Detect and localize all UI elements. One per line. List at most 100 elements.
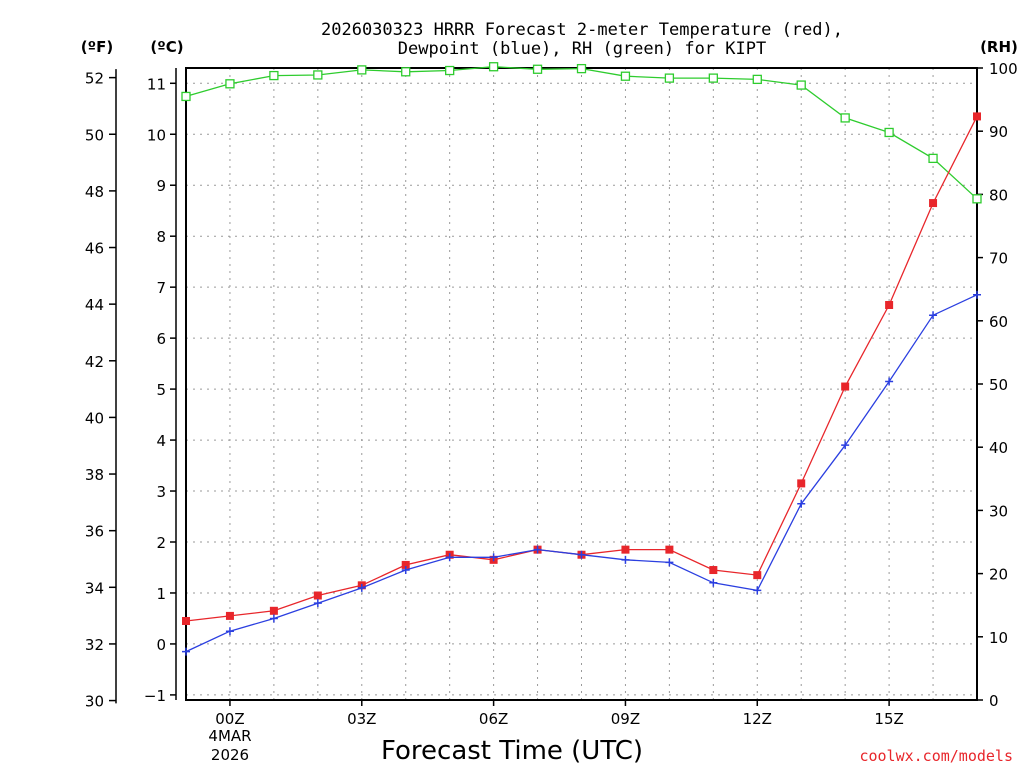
dewpoint-point <box>182 647 190 656</box>
rh-tick-label: 90 <box>989 123 1008 141</box>
temperature-point <box>269 606 278 615</box>
rh-point <box>708 73 718 83</box>
celsius-tick-label: 6 <box>156 330 166 348</box>
rh-point <box>928 153 938 164</box>
rh-point <box>620 71 631 81</box>
rh-point <box>576 63 587 74</box>
dewpoint-point <box>401 566 410 575</box>
celsius-tick-label: 11 <box>147 75 166 93</box>
fahrenheit-tick-label: 34 <box>85 579 104 597</box>
dewpoint-point <box>357 583 366 592</box>
grid-layer <box>186 68 977 700</box>
date-label-year: 2026 <box>211 746 249 764</box>
fahrenheit-tick-label: 40 <box>85 409 104 427</box>
rh-tick-label: 30 <box>989 502 1008 520</box>
celsius-tick-label: 0 <box>156 636 166 654</box>
temperature-point <box>929 199 938 208</box>
celsius-tick-label: 7 <box>156 279 166 297</box>
rh-tick-label: 20 <box>989 566 1008 584</box>
temperature-point <box>313 591 322 600</box>
rh-point <box>532 64 543 74</box>
x-tick-label: 09Z <box>611 710 640 728</box>
rh-point <box>401 67 411 77</box>
temperature-point <box>621 545 630 554</box>
temperature-point <box>885 301 894 309</box>
celsius-tick-label: 2 <box>156 534 166 552</box>
temperature-point <box>709 566 718 575</box>
celsius-tick-label: 1 <box>156 585 166 603</box>
rh-point <box>181 91 191 102</box>
temperature-point <box>797 479 806 488</box>
rh-point <box>752 74 762 85</box>
dewpoint-point <box>709 578 718 587</box>
celsius-tick-label: 3 <box>156 483 166 501</box>
series-layer <box>181 62 982 656</box>
axes-layer: 303234363840424446485052−101234567891011… <box>85 60 1018 728</box>
dewpoint-point <box>885 377 894 386</box>
celsius-tick-label: 10 <box>147 126 166 144</box>
dewpoint-point <box>621 555 630 564</box>
dewpoint-point <box>313 599 322 608</box>
chart-title-line-2: Dewpoint (blue), RH (green) for KIPT <box>398 39 766 59</box>
credit-label: coolwx.com/models <box>859 747 1013 765</box>
rh-point <box>357 65 367 75</box>
fahrenheit-tick-label: 46 <box>85 240 104 258</box>
celsius-tick-label: 5 <box>156 381 166 399</box>
rh-point <box>796 80 806 90</box>
rh-point <box>664 73 675 83</box>
fahrenheit-tick-label: 48 <box>85 183 104 201</box>
temperature-point <box>973 112 981 121</box>
x-tick-label: 12Z <box>743 710 772 728</box>
rh-tick-label: 100 <box>989 60 1018 78</box>
dewpoint-point <box>841 441 850 450</box>
dewpoint-point <box>489 553 498 562</box>
rh-tick-label: 0 <box>989 692 999 710</box>
rh-point <box>840 113 850 123</box>
date-label-day: 4MAR <box>208 727 251 745</box>
x-tick-label: 03Z <box>347 710 376 728</box>
fahrenheit-tick-label: 30 <box>85 693 104 711</box>
dewpoint-point <box>973 290 981 299</box>
celsius-unit-label: (ºC) <box>150 38 183 56</box>
temperature-point <box>225 611 234 620</box>
rh-point <box>884 127 894 138</box>
rh-point <box>269 70 279 81</box>
rh-point <box>225 79 235 89</box>
dewpoint-point <box>577 550 586 559</box>
fahrenheit-tick-label: 44 <box>85 296 104 314</box>
dewpoint-point <box>269 614 278 623</box>
dewpoint-point <box>445 553 454 562</box>
dewpoint-point <box>665 558 674 567</box>
celsius-tick-label: 9 <box>156 177 166 195</box>
dewpoint-point <box>753 586 762 595</box>
temperature-point <box>841 382 850 391</box>
rh-tick-label: 70 <box>989 250 1008 268</box>
chart-title-line-1: 2026030323 HRRR Forecast 2-meter Tempera… <box>321 20 843 40</box>
celsius-tick-label: 8 <box>156 228 166 246</box>
x-tick-label: 06Z <box>479 710 508 728</box>
rh-unit-label: (RH) <box>980 38 1018 56</box>
x-axis-title: Forecast Time (UTC) <box>381 736 643 766</box>
rh-tick-label: 40 <box>989 439 1008 457</box>
rh-point <box>488 62 499 72</box>
fahrenheit-tick-label: 36 <box>85 523 104 541</box>
rh-tick-label: 60 <box>989 313 1008 331</box>
dewpoint-point <box>797 499 806 508</box>
dewpoint-point <box>929 311 938 320</box>
fahrenheit-unit-label: (ºF) <box>81 38 113 56</box>
fahrenheit-tick-label: 52 <box>85 70 104 88</box>
dewpoint-point <box>225 627 234 636</box>
celsius-tick-label: 4 <box>156 432 166 450</box>
rh-point <box>313 70 323 80</box>
rh-point <box>445 65 455 76</box>
x-tick-label: 00Z <box>215 710 244 728</box>
celsius-tick-label: −1 <box>144 687 166 705</box>
rh-tick-label: 80 <box>989 186 1008 204</box>
temperature-point <box>401 560 410 569</box>
temperature-point <box>753 571 762 580</box>
rh-tick-label: 10 <box>989 629 1008 647</box>
dewpoint-point <box>533 545 542 554</box>
fahrenheit-tick-label: 32 <box>85 636 104 654</box>
rh-tick-label: 50 <box>989 376 1008 394</box>
